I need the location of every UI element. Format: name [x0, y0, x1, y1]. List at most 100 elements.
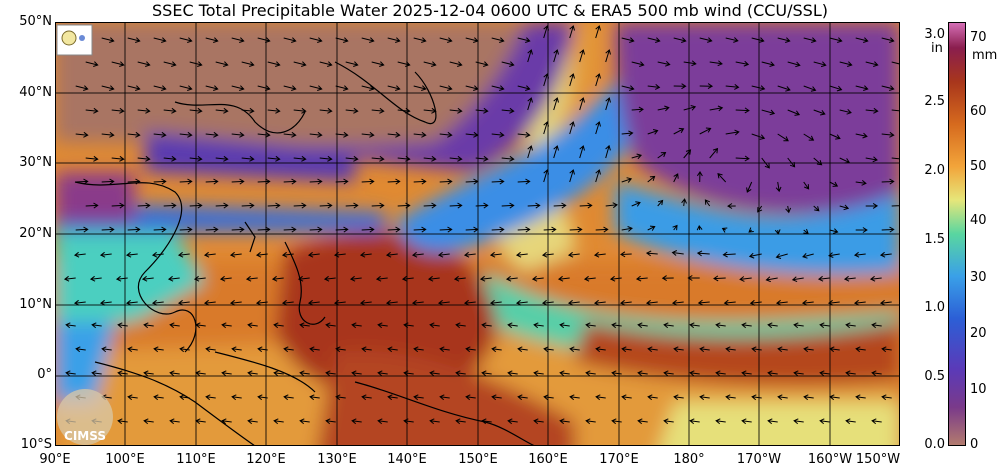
- wind-arrow: [309, 394, 320, 401]
- wind-arrow: [647, 84, 661, 90]
- wind-arrow: [748, 252, 762, 259]
- mm-tick-10: 10: [970, 382, 987, 397]
- wind-arrow: [101, 226, 115, 233]
- wind-arrow: [673, 394, 684, 401]
- wind-arrow: [257, 178, 271, 185]
- wind-arrow: [673, 37, 687, 43]
- wind-arrow: [567, 251, 580, 258]
- wind-arrow: [413, 346, 424, 353]
- cimss-logo: CIMSS: [57, 389, 113, 445]
- wind-arrow: [143, 322, 154, 329]
- wind-arrow: [309, 346, 320, 353]
- wind-arrow: [429, 370, 440, 377]
- wind-arrow: [297, 275, 310, 282]
- wind-arrow: [489, 251, 502, 258]
- wind-arrow: [177, 251, 190, 258]
- in-tick-0-5: 0.5: [924, 369, 945, 384]
- wind-arrow: [647, 37, 661, 43]
- lon-label-180: 180°: [673, 452, 705, 467]
- wind-arrow: [631, 106, 644, 113]
- wind-arrow: [117, 418, 128, 425]
- wind-arrow: [403, 322, 414, 329]
- wind-arrow: [829, 228, 839, 234]
- wind-arrow: [605, 49, 611, 63]
- wind-arrow: [725, 129, 740, 136]
- wind-arrow: [89, 275, 102, 282]
- wind-arrow: [803, 394, 814, 401]
- wind-arrow: [359, 299, 372, 306]
- wind-arrow: [413, 178, 427, 185]
- wind-arrow: [585, 322, 596, 329]
- in-tick-1-5: 1.5: [924, 232, 945, 247]
- wind-arrow: [463, 251, 476, 258]
- wind-arrow: [189, 107, 203, 114]
- wind-arrow: [699, 394, 710, 401]
- wind-arrow: [593, 251, 606, 258]
- wind-arrow: [715, 322, 726, 329]
- wind-arrow: [775, 181, 782, 193]
- lon-label-150w: 150°W: [855, 452, 901, 467]
- wind-arrow: [413, 131, 427, 138]
- wind-arrow: [673, 127, 685, 135]
- mm-tick-20: 20: [970, 326, 987, 341]
- wind-arrow: [715, 418, 726, 425]
- mm-tick-30: 30: [970, 270, 987, 285]
- wind-arrow: [195, 322, 206, 329]
- wind-arrow: [699, 346, 710, 353]
- wind-arrow: [791, 276, 804, 283]
- wind-arrow: [267, 61, 281, 67]
- wind-arrow: [569, 169, 575, 183]
- wind-arrow: [891, 156, 900, 162]
- wind-arrow: [141, 275, 154, 282]
- lat-label-10s: 10°S: [20, 437, 52, 452]
- wind-arrow: [335, 37, 349, 43]
- wind-arrow: [111, 202, 125, 209]
- wind-arrow: [449, 107, 463, 114]
- wind-arrow: [455, 322, 466, 329]
- wind-arrow: [749, 299, 762, 306]
- wind-arrow: [241, 155, 255, 162]
- wind-arrow: [787, 61, 801, 68]
- wind-arrow: [387, 131, 401, 138]
- wind-arrow: [681, 198, 687, 207]
- wind-arrow: [517, 394, 528, 401]
- wind-arrow: [647, 346, 658, 353]
- wind-arrow: [439, 346, 450, 353]
- wind-arrow: [583, 275, 596, 282]
- wind-arrow: [335, 85, 349, 91]
- wind-arrow: [85, 155, 99, 162]
- wind-arrow: [169, 370, 180, 377]
- wind-arrow: [871, 418, 882, 425]
- wind-arrow: [631, 61, 645, 67]
- wind-arrow: [881, 178, 895, 185]
- wind-arrow: [137, 61, 151, 67]
- wind-arrow: [621, 394, 632, 401]
- wind-arrow: [774, 229, 781, 235]
- wind-arrow: [423, 61, 437, 67]
- wind-arrow: [611, 418, 622, 425]
- wind-arrow: [413, 394, 424, 401]
- wind-arrow: [375, 275, 388, 282]
- wind-arrow: [595, 121, 601, 135]
- wind-arrow: [853, 251, 866, 258]
- wind-arrow: [215, 107, 229, 114]
- wind-arrow: [855, 346, 866, 353]
- wind-arrow: [385, 299, 398, 306]
- wind-arrow: [377, 418, 388, 425]
- wind-arrow: [727, 203, 736, 209]
- wind-arrow: [579, 97, 585, 111]
- wind-arrow: [828, 252, 840, 258]
- wind-arrow: [871, 322, 882, 329]
- wind-arrow: [671, 250, 684, 256]
- in-tick-2-5: 2.5: [924, 94, 945, 109]
- wind-arrow: [855, 132, 868, 139]
- lon-label-140e: 140°E: [387, 452, 427, 467]
- wind-arrow: [325, 370, 336, 377]
- wind-arrow: [449, 202, 463, 209]
- wind-arrow: [403, 370, 414, 377]
- wind-arrow: [517, 226, 531, 233]
- wind-arrow: [569, 226, 583, 233]
- wind-arrow: [725, 37, 739, 43]
- wind-arrow: [247, 418, 258, 425]
- wind-arrow: [829, 181, 839, 187]
